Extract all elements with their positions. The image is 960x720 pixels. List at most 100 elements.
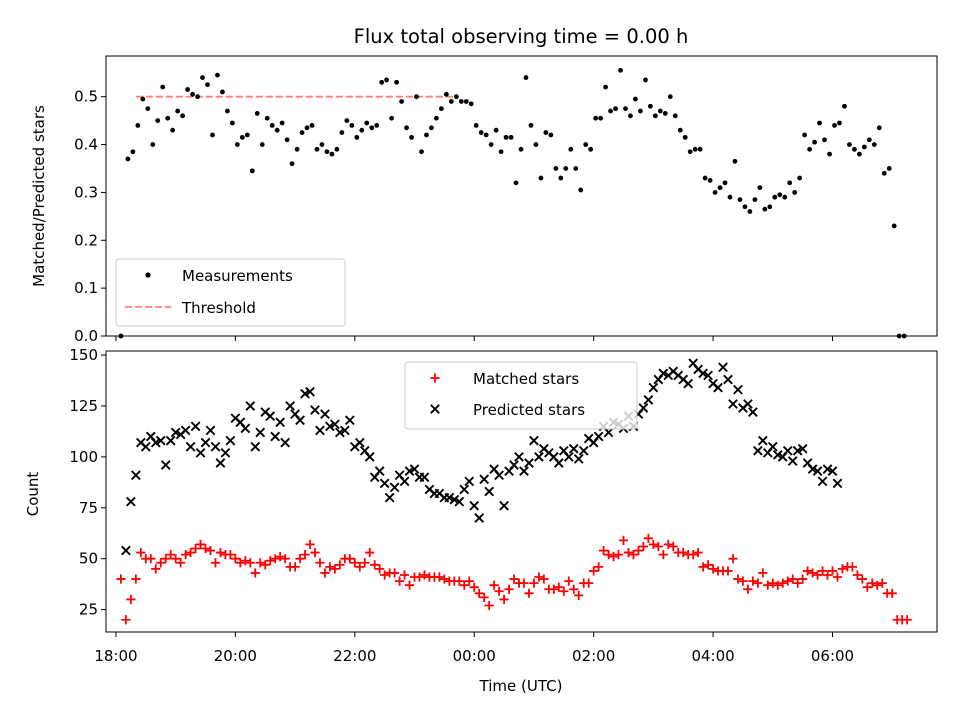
- predicted-stars-point: [484, 486, 495, 497]
- matched-stars-point: [489, 580, 499, 590]
- matched-stars-point: [529, 578, 539, 588]
- predicted-stars-point: [354, 437, 365, 448]
- matched-stars-point: [504, 584, 514, 594]
- matched-stars-point: [265, 556, 275, 566]
- matched-stars-point: [768, 578, 778, 588]
- measurement-point: [822, 137, 827, 143]
- measurement-point: [379, 79, 385, 85]
- measurement-point: [463, 99, 469, 104]
- matched-stars-point: [464, 576, 474, 586]
- predicted-stars-point: [469, 500, 480, 511]
- measurement-point: [394, 79, 400, 85]
- predicted-stars-point: [320, 409, 330, 419]
- measurement-point: [523, 75, 529, 80]
- measurement-point: [438, 106, 444, 112]
- predicted-stars-point: [509, 460, 519, 470]
- measurement-point: [866, 137, 872, 143]
- predicted-stars-point: [703, 370, 713, 381]
- measurement-point: [568, 146, 574, 152]
- predicted-stars-point: [165, 435, 176, 446]
- predicted-stars-point: [743, 399, 753, 409]
- predicted-stars-point: [529, 435, 539, 446]
- predicted-stars-point: [658, 368, 669, 379]
- top-chart-title: Flux total observing time = 0.00 h: [354, 25, 689, 48]
- predicted-stars-point: [519, 466, 529, 477]
- predicted-stars-point: [449, 494, 460, 505]
- predicted-stars-point: [792, 445, 803, 456]
- predicted-stars-point: [648, 382, 659, 393]
- top-panel: 0.0 0.1 0.2 0.3 0.4 0.5 Measurements Threshold: [74, 55, 938, 345]
- predicted-stars-point: [419, 472, 430, 483]
- matched-stars-point: [817, 566, 828, 576]
- matched-stars-point: [569, 584, 579, 594]
- matched-stars-point: [668, 541, 678, 552]
- bottom-x-tick-label: 20:00: [214, 647, 257, 665]
- matched-stars-point: [524, 588, 534, 598]
- measurement-point: [881, 170, 887, 176]
- bottom-x-tick-label: 04:00: [691, 647, 734, 665]
- predicted-stars-point: [748, 407, 758, 417]
- measurement-point: [369, 125, 375, 131]
- matched-stars-point: [847, 562, 858, 572]
- bottom-x-tick-label: 06:00: [811, 647, 854, 665]
- measurement-point: [513, 180, 519, 186]
- measurement-point: [762, 206, 768, 212]
- top-y-tick-label: 0.1: [74, 279, 98, 297]
- measurement-point: [618, 67, 623, 73]
- matched-stars-point: [648, 539, 658, 550]
- bottom-axes-frame: [105, 350, 938, 633]
- matched-stars-point: [902, 615, 912, 625]
- predicted-stars-point: [210, 441, 221, 452]
- measurement-point: [692, 146, 698, 152]
- predicted-stars-point: [245, 401, 256, 411]
- bottom-x-tick-label: 18:00: [94, 647, 137, 665]
- matched-stars-point: [255, 558, 265, 568]
- predicted-stars-point: [563, 452, 574, 462]
- bottom-y-tick-label: 75: [79, 499, 98, 517]
- matched-stars-point: [414, 572, 425, 582]
- measurement-point: [792, 190, 798, 195]
- predicted-stars-point: [130, 470, 141, 481]
- measurement-point: [608, 108, 613, 114]
- measurement-point: [772, 194, 778, 200]
- matched-stars-point: [205, 545, 216, 556]
- matched-stars-point: [300, 550, 310, 560]
- measurement-point: [125, 156, 131, 162]
- predicted-stars-point: [155, 435, 166, 446]
- measurement-point: [861, 144, 867, 150]
- matched-stars-point: [375, 564, 385, 574]
- matched-stars-point: [181, 550, 191, 560]
- matched-stars-point: [832, 572, 843, 582]
- measurement-point: [662, 111, 668, 116]
- matched-stars-point: [618, 535, 629, 545]
- measurement-point: [856, 151, 862, 157]
- predicted-stars-point: [170, 427, 181, 438]
- matched-stars-point: [643, 533, 653, 543]
- matched-stars-point: [390, 568, 400, 578]
- matched-stars-point: [494, 586, 504, 596]
- measurement-point: [344, 118, 350, 124]
- top-legend-box: [115, 258, 346, 327]
- measurement-point: [633, 96, 638, 102]
- measurement-point: [150, 142, 156, 147]
- predicted-stars-point: [121, 545, 131, 556]
- matched-stars-point: [210, 558, 221, 568]
- matched-stars-point: [335, 560, 345, 570]
- measurement-point: [419, 149, 424, 155]
- measurement-point: [682, 134, 688, 140]
- matched-stars-point: [599, 545, 609, 556]
- predicted-stars-point: [195, 447, 206, 458]
- measurement-point: [195, 94, 200, 100]
- measurement-point: [473, 123, 479, 128]
- matched-stars-point: [822, 570, 833, 580]
- matched-stars-point: [827, 566, 838, 576]
- matched-stars-point: [151, 564, 161, 574]
- measurement-point: [443, 91, 449, 97]
- matched-stars-point: [399, 570, 410, 580]
- matched-stars-point: [663, 539, 673, 550]
- measurement-point: [812, 139, 817, 145]
- matched-stars-point: [798, 574, 808, 584]
- measurement-point: [752, 197, 758, 202]
- measurement-point: [732, 158, 738, 164]
- matched-stars-point: [116, 574, 126, 584]
